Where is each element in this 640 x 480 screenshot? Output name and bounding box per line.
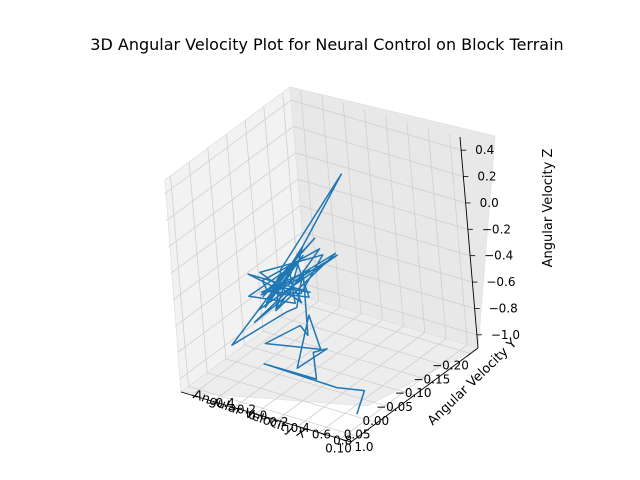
y-gridline	[385, 115, 405, 327]
y-gridline	[340, 344, 468, 440]
y-tick-label: 1.0	[354, 440, 373, 454]
z-gridline	[295, 152, 466, 204]
z-gridline	[291, 99, 462, 151]
x-tick-label: 0.00	[362, 414, 389, 428]
y-gridline	[297, 332, 426, 427]
z-gridline	[175, 231, 303, 327]
z-tick-label: −1.0	[491, 328, 520, 342]
y-tick-label: 0.2	[269, 415, 288, 429]
z-gridline	[297, 178, 468, 230]
z-tick-label: 0.0	[480, 196, 499, 210]
z-tick-label: −0.6	[486, 275, 515, 289]
x-tick-label: −0.10	[395, 386, 432, 400]
y-axis-line	[180, 391, 352, 443]
chart-title: 3D Angular Velocity Plot for Neural Cont…	[90, 35, 563, 54]
pane-floor	[179, 297, 480, 407]
y-gridline	[212, 307, 341, 402]
y-gridline	[448, 133, 468, 345]
grid	[163, 90, 477, 440]
x-gridline	[226, 133, 245, 346]
y-tick-label: 0.4	[291, 421, 310, 435]
y-gridline	[321, 96, 341, 308]
z-gridline	[306, 284, 477, 336]
y-tick-label: −0.4	[206, 396, 235, 410]
x-tick-label: −0.15	[413, 372, 450, 386]
y-tick-label: −0.2	[227, 402, 256, 416]
series-group	[231, 173, 366, 415]
z-tick-label: 0.4	[475, 143, 494, 157]
z-gridline	[163, 99, 292, 195]
z-axis-line	[459, 136, 479, 349]
y-tick-label: 0.0	[248, 409, 267, 423]
x-gridline	[188, 161, 208, 373]
z-gridline	[293, 126, 464, 177]
x-tick-label: −0.20	[432, 359, 469, 373]
z-gridline	[304, 258, 475, 309]
z-gridline	[172, 205, 301, 301]
y-gridline	[233, 313, 362, 408]
y-gridline	[427, 127, 447, 339]
z-gridline	[302, 231, 473, 283]
x-tick-label: 0.10	[325, 441, 352, 455]
y-gridline	[255, 319, 383, 415]
x-gridline	[281, 316, 452, 368]
y-gridline	[406, 121, 426, 333]
x-axis-line	[350, 347, 479, 443]
x-gridline	[225, 358, 396, 410]
z-tick-label: 0.2	[477, 170, 496, 184]
series-line	[231, 173, 366, 415]
z-gridline	[168, 152, 296, 248]
x-gridline	[244, 120, 264, 332]
x-gridline	[244, 344, 415, 396]
z-tick-label: −0.4	[484, 249, 513, 263]
axes	[180, 136, 482, 443]
y-gridline	[363, 108, 383, 320]
x-tick-label: −0.05	[376, 400, 413, 414]
x-gridline	[207, 372, 378, 424]
tick-labels: −0.20−0.15−0.10−0.050.000.050.10−0.4−0.2…	[206, 143, 520, 455]
x-gridline	[170, 175, 189, 387]
z-tick-label: −0.8	[489, 301, 518, 315]
z-gridline	[166, 126, 294, 221]
y-tick-label: 0.8	[333, 434, 352, 448]
x-gridline	[263, 330, 434, 382]
y-gridline	[276, 325, 404, 421]
z-gridline	[170, 178, 299, 274]
y-gridline	[191, 300, 319, 396]
x-gridline	[300, 303, 471, 354]
y-gridline	[318, 338, 447, 433]
y-gridline	[342, 102, 362, 314]
z-tick-label: −0.2	[482, 222, 511, 236]
x-gridline	[207, 147, 227, 359]
z-gridline	[300, 205, 471, 257]
y-tick-label: 0.6	[312, 427, 331, 441]
z-axis-label: Angular Velocity Z	[541, 149, 556, 268]
x-gridline	[188, 386, 359, 437]
x-tick-label: 0.05	[344, 428, 371, 442]
